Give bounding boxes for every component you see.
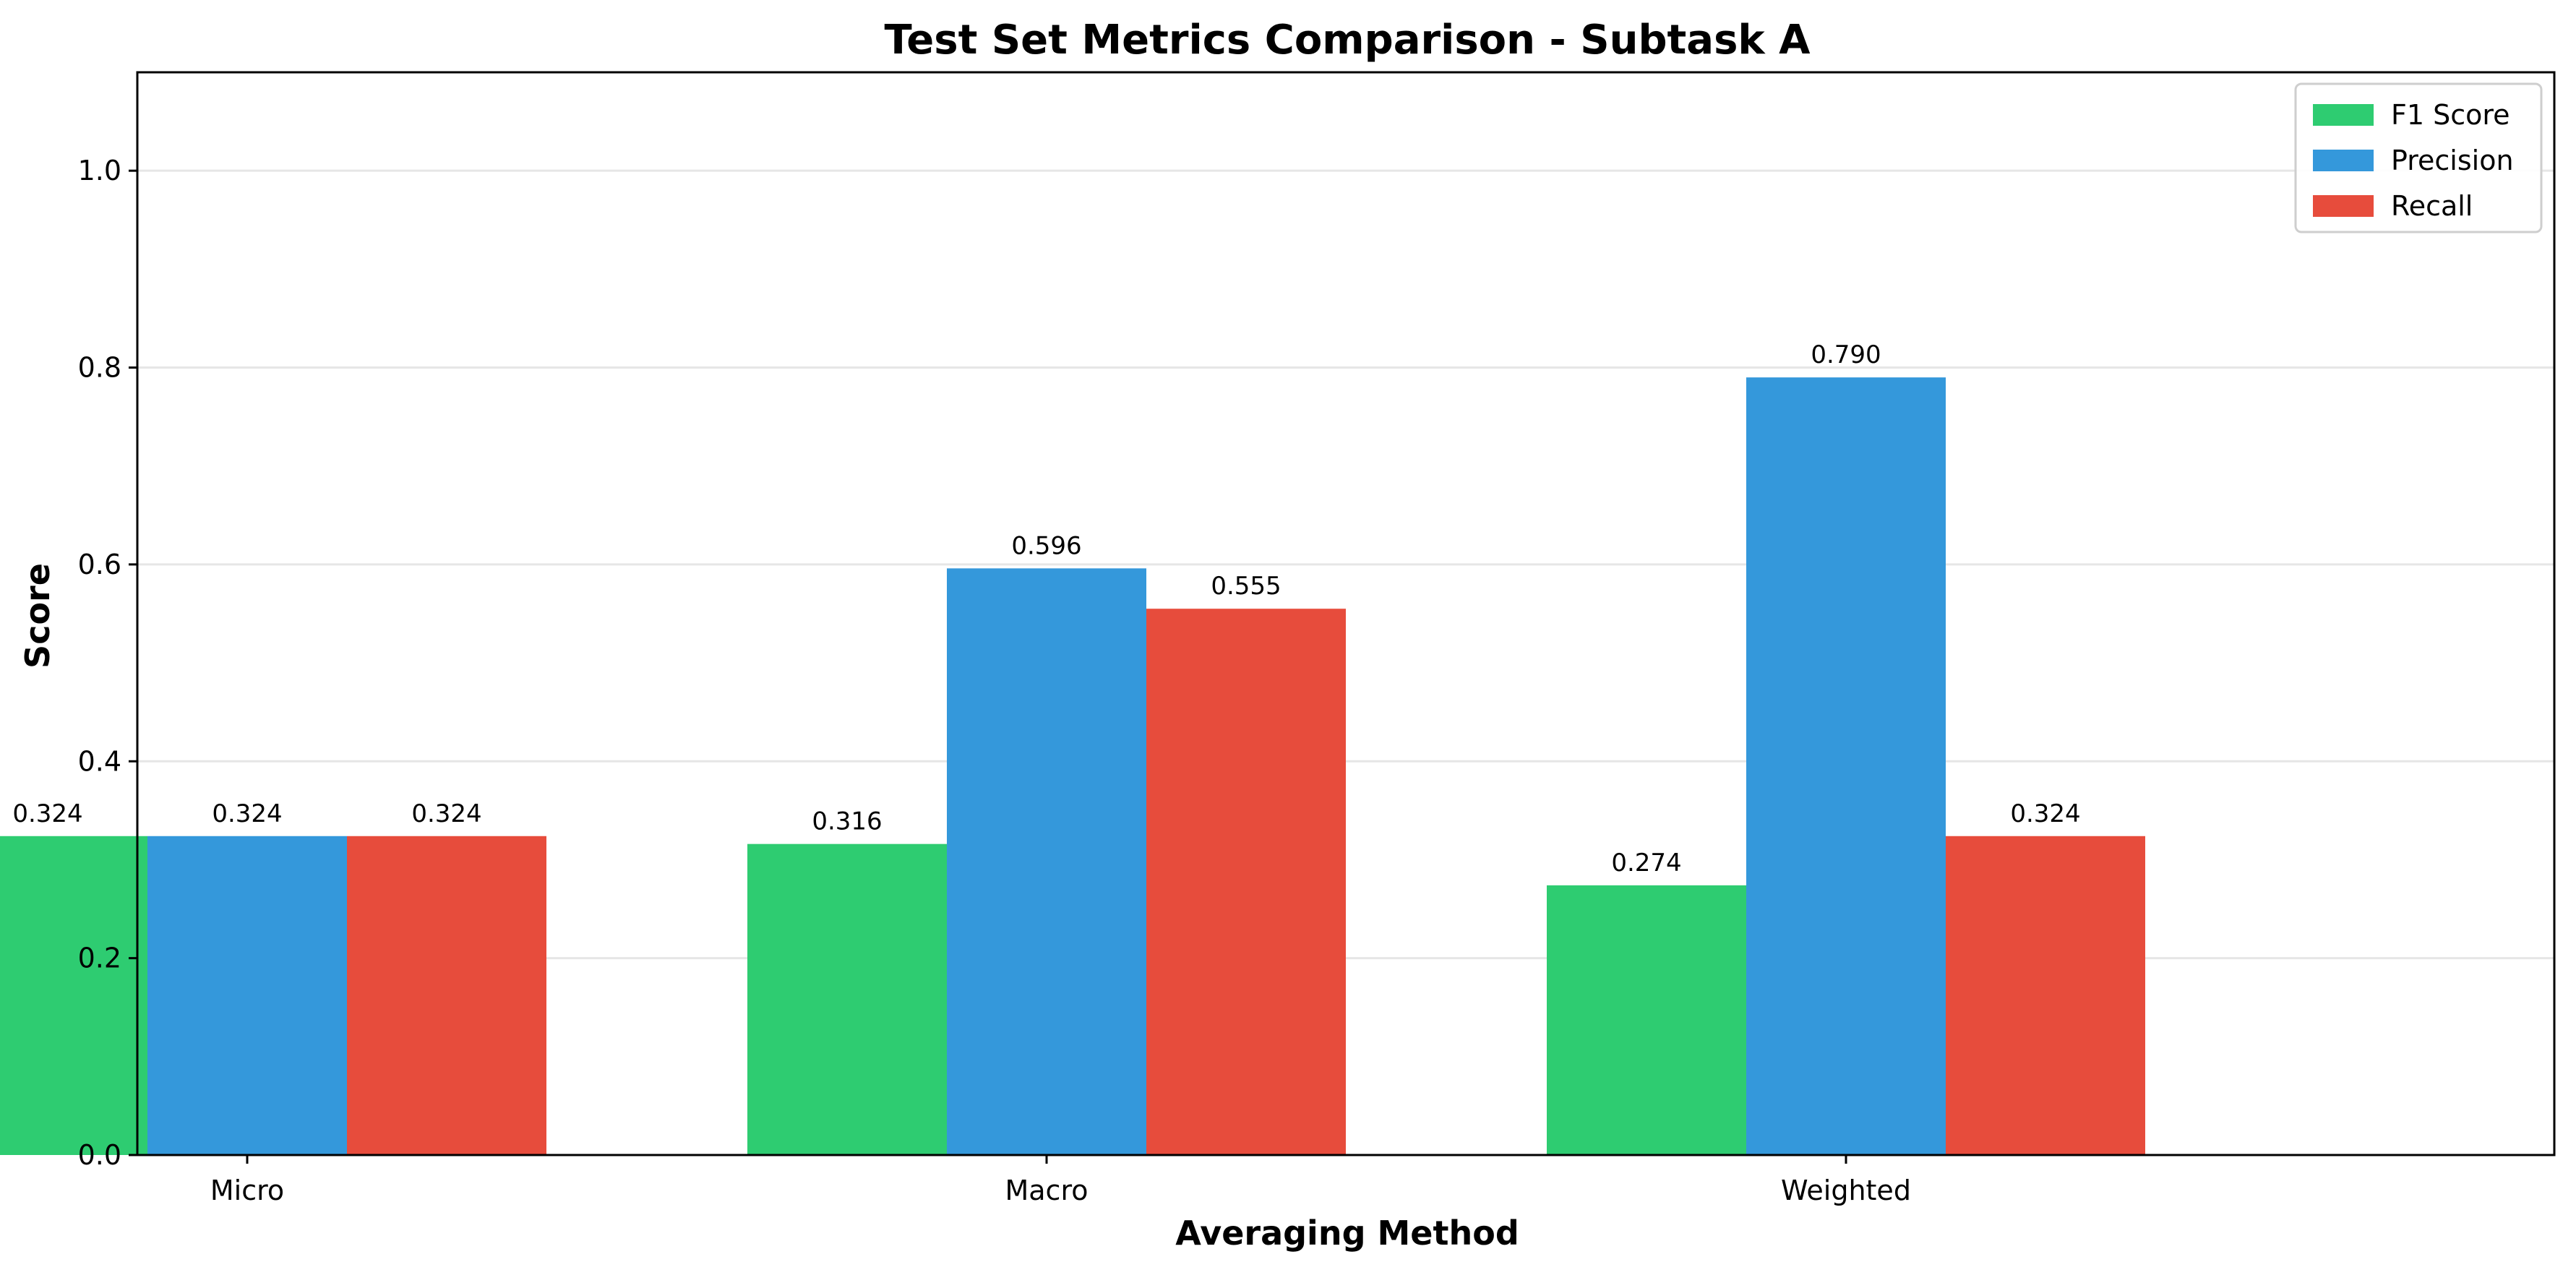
legend-label: F1 Score — [2391, 99, 2510, 131]
bar-precision — [947, 568, 1146, 1155]
legend-swatch — [2313, 150, 2374, 171]
y-tick-label: 0.8 — [78, 352, 121, 384]
y-tick-label: 0.2 — [78, 943, 121, 974]
data-label: 0.324 — [411, 799, 481, 828]
data-label: 0.324 — [12, 799, 82, 828]
data-label: 0.790 — [1811, 340, 1881, 369]
data-label: 0.316 — [812, 807, 882, 836]
bars — [0, 377, 2145, 1156]
chart-title: Test Set Metrics Comparison - Subtask A — [885, 17, 1811, 64]
y-tick-label: 0.4 — [78, 745, 121, 777]
legend-swatch — [2313, 104, 2374, 126]
y-axis-label: Score — [18, 563, 57, 669]
x-tick-label: Weighted — [1781, 1175, 1911, 1206]
bar-recall — [1146, 609, 1346, 1155]
bar-recall — [347, 836, 546, 1155]
legend-label: Precision — [2391, 145, 2514, 176]
data-labels: 0.324 0.324 0.324 0.316 0.596 0.555 0.274 0.790… — [12, 340, 2080, 877]
bar-recall — [1946, 836, 2145, 1155]
bar-f1-score — [1547, 885, 1746, 1155]
legend[interactable]: F1 Score Precision Recall — [2294, 82, 2543, 233]
data-label: 0.324 — [2010, 799, 2080, 828]
data-label: 0.596 — [1011, 531, 1081, 560]
legend-label: Recall — [2391, 190, 2473, 222]
bar-f1-score — [747, 843, 947, 1155]
bar-f1-score — [0, 836, 147, 1155]
data-label: 0.555 — [1211, 572, 1281, 601]
y-tick-label: 1.0 — [78, 155, 121, 186]
y-tick-label: 0.6 — [78, 549, 121, 580]
x-tick-label: Macro — [1005, 1175, 1088, 1206]
data-label: 0.324 — [212, 799, 282, 828]
x-axis-label: Averaging Method — [1175, 1214, 1519, 1253]
x-tick-label: Micro — [210, 1175, 284, 1206]
bar-precision — [147, 836, 347, 1155]
bar-precision — [1746, 377, 1946, 1156]
plot-frame — [136, 71, 2556, 1156]
legend-swatch — [2313, 195, 2374, 217]
data-label: 0.274 — [1611, 849, 1681, 877]
y-tick-label: 0.0 — [78, 1139, 121, 1171]
axes: 0.0 0.2 0.4 0.6 0.8 1.0 Micro Macro Weighted — [78, 71, 2556, 1206]
